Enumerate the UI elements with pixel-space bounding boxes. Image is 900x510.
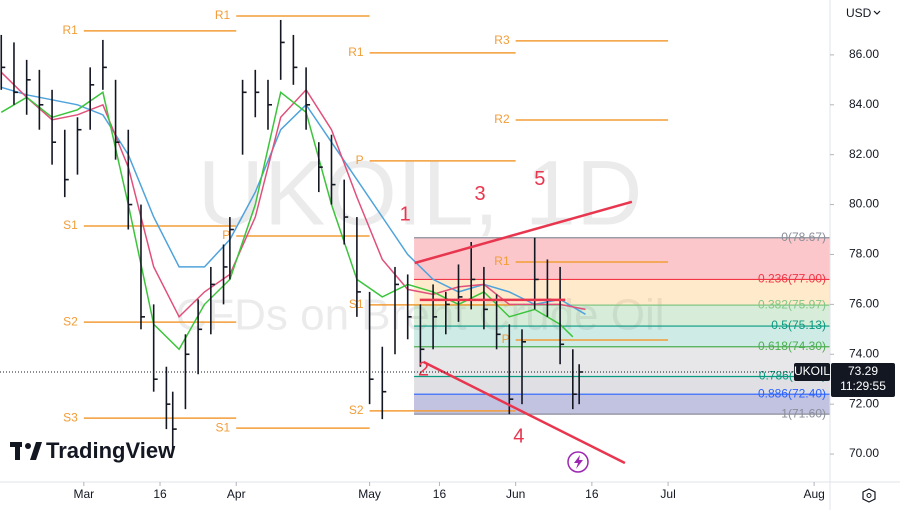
pivot-label: P bbox=[356, 153, 364, 167]
y-tick-label: 84.00 bbox=[849, 97, 879, 111]
wave-label: 3 bbox=[475, 183, 486, 205]
pivot-label: R1 bbox=[62, 23, 78, 37]
pivot-label: S2 bbox=[349, 403, 364, 417]
pivot-label: S2 bbox=[63, 314, 78, 328]
fib-band bbox=[414, 305, 830, 327]
alert-icon[interactable] bbox=[567, 451, 589, 473]
symbol-tag-label: UKOIL bbox=[794, 364, 830, 378]
pivot-label: R1 bbox=[215, 8, 231, 22]
currency-caret bbox=[873, 10, 881, 15]
y-tick-label: 74.00 bbox=[849, 346, 879, 360]
fib-label: 0.382(75.97) bbox=[758, 297, 826, 311]
settings-dot bbox=[866, 493, 872, 498]
logo-text: TradingView bbox=[46, 438, 176, 463]
pivot-label: S3 bbox=[63, 410, 78, 424]
y-tick-label: 86.00 bbox=[849, 47, 879, 61]
symbol-tag bbox=[794, 362, 830, 381]
trendline bbox=[423, 360, 626, 465]
x-tick-label: Aug bbox=[803, 487, 824, 501]
x-tick-label: Mar bbox=[73, 487, 94, 501]
pivot-label: R2 bbox=[494, 112, 510, 126]
wave-label: 2 bbox=[418, 358, 429, 380]
currency-label[interactable]: USD bbox=[846, 6, 872, 20]
y-tick-label: 76.00 bbox=[849, 297, 879, 311]
settings-icon[interactable] bbox=[862, 488, 876, 503]
fib-label: 1(71.60) bbox=[781, 406, 826, 420]
y-tick-label: 82.00 bbox=[849, 147, 879, 161]
x-tick-label: May bbox=[358, 487, 381, 501]
fib-band bbox=[414, 376, 830, 395]
wave-label: 5 bbox=[534, 168, 545, 190]
pivot-label: R3 bbox=[494, 33, 510, 47]
y-tick-label: 72.00 bbox=[849, 396, 879, 410]
fib-label: 0.618(74.30) bbox=[758, 339, 826, 353]
moving-average bbox=[0, 71, 586, 319]
x-tick-label: 16 bbox=[153, 487, 167, 501]
pivot-label: P bbox=[502, 332, 510, 346]
logo-shape bbox=[25, 443, 31, 449]
fib-label: 0.236(77.00) bbox=[758, 272, 826, 286]
logo-shape bbox=[30, 442, 42, 460]
x-tick-label: 16 bbox=[585, 487, 599, 501]
pivot-label: P bbox=[222, 228, 230, 242]
wave-label: 4 bbox=[513, 425, 524, 447]
fib-band bbox=[414, 326, 830, 347]
x-tick-label: Jul bbox=[660, 487, 675, 501]
fib-label: 0(78.67) bbox=[781, 230, 826, 244]
moving-average bbox=[1, 86, 586, 315]
pivot-label: R1 bbox=[348, 45, 364, 59]
y-tick-label: 78.00 bbox=[849, 247, 879, 261]
x-tick-label: Jun bbox=[506, 487, 525, 501]
alert-bolt bbox=[574, 455, 583, 469]
wave-label: 1 bbox=[400, 203, 411, 225]
pivot-label: S1 bbox=[216, 420, 231, 434]
tv-logo: TradingView bbox=[10, 438, 176, 463]
logo-shape bbox=[15, 442, 20, 460]
x-tick-label: 16 bbox=[433, 487, 447, 501]
settings-hex[interactable] bbox=[862, 488, 876, 503]
price-tag-label: 73.29 bbox=[848, 364, 878, 378]
trendline bbox=[414, 200, 633, 265]
fib-label: 0.886(72.40) bbox=[758, 386, 826, 400]
pivot-label: S1 bbox=[63, 218, 78, 232]
y-tick-label: 70.00 bbox=[849, 446, 879, 460]
price-tag bbox=[831, 362, 895, 397]
watermark-symbol: UKOIL, 1D bbox=[198, 142, 643, 244]
watermark: UKOIL, 1D CFDs on Brent Crude Oil bbox=[175, 142, 664, 339]
fib-label: 0.5(75.13) bbox=[771, 318, 826, 332]
y-tick-label: 80.00 bbox=[849, 197, 879, 211]
pivot-label: R1 bbox=[494, 254, 510, 268]
countdown-label: 11:29:55 bbox=[840, 379, 886, 393]
x-tick-label: Apr bbox=[227, 487, 246, 501]
moving-average bbox=[0, 90, 574, 351]
